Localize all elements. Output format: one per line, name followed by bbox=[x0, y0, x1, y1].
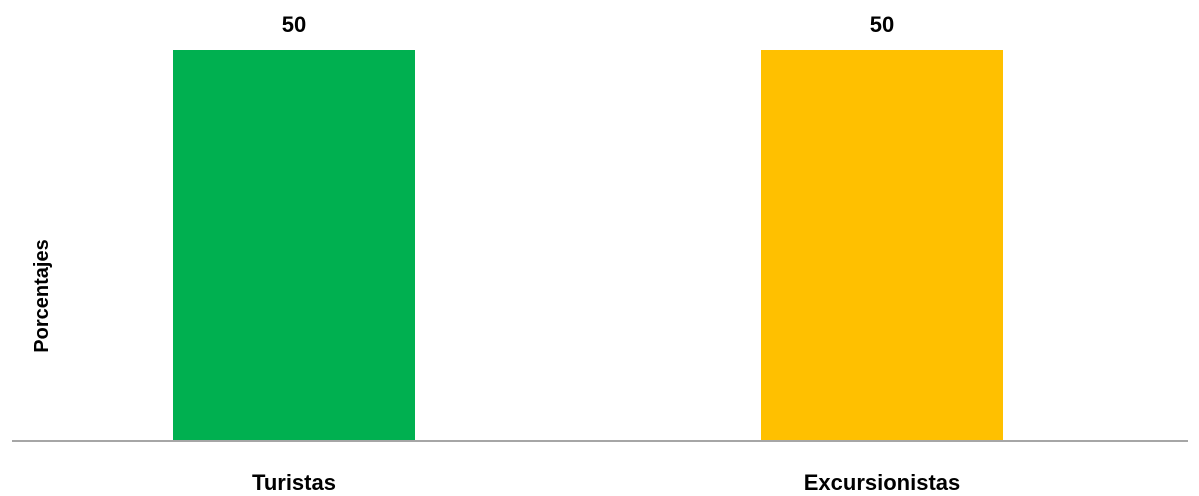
bar-turistas bbox=[173, 50, 415, 441]
value-labels-group: 50 50 bbox=[282, 12, 894, 37]
category-labels-group: Turistas Excursionistas bbox=[252, 470, 960, 495]
value-label-turistas: 50 bbox=[282, 12, 306, 37]
y-axis-title: Porcentajes bbox=[31, 239, 53, 352]
value-label-excursionistas: 50 bbox=[870, 12, 894, 37]
bar-excursionistas bbox=[761, 50, 1003, 441]
bars-group bbox=[173, 50, 1003, 441]
category-label-turistas: Turistas bbox=[252, 470, 336, 495]
category-label-excursionistas: Excursionistas bbox=[804, 470, 961, 495]
